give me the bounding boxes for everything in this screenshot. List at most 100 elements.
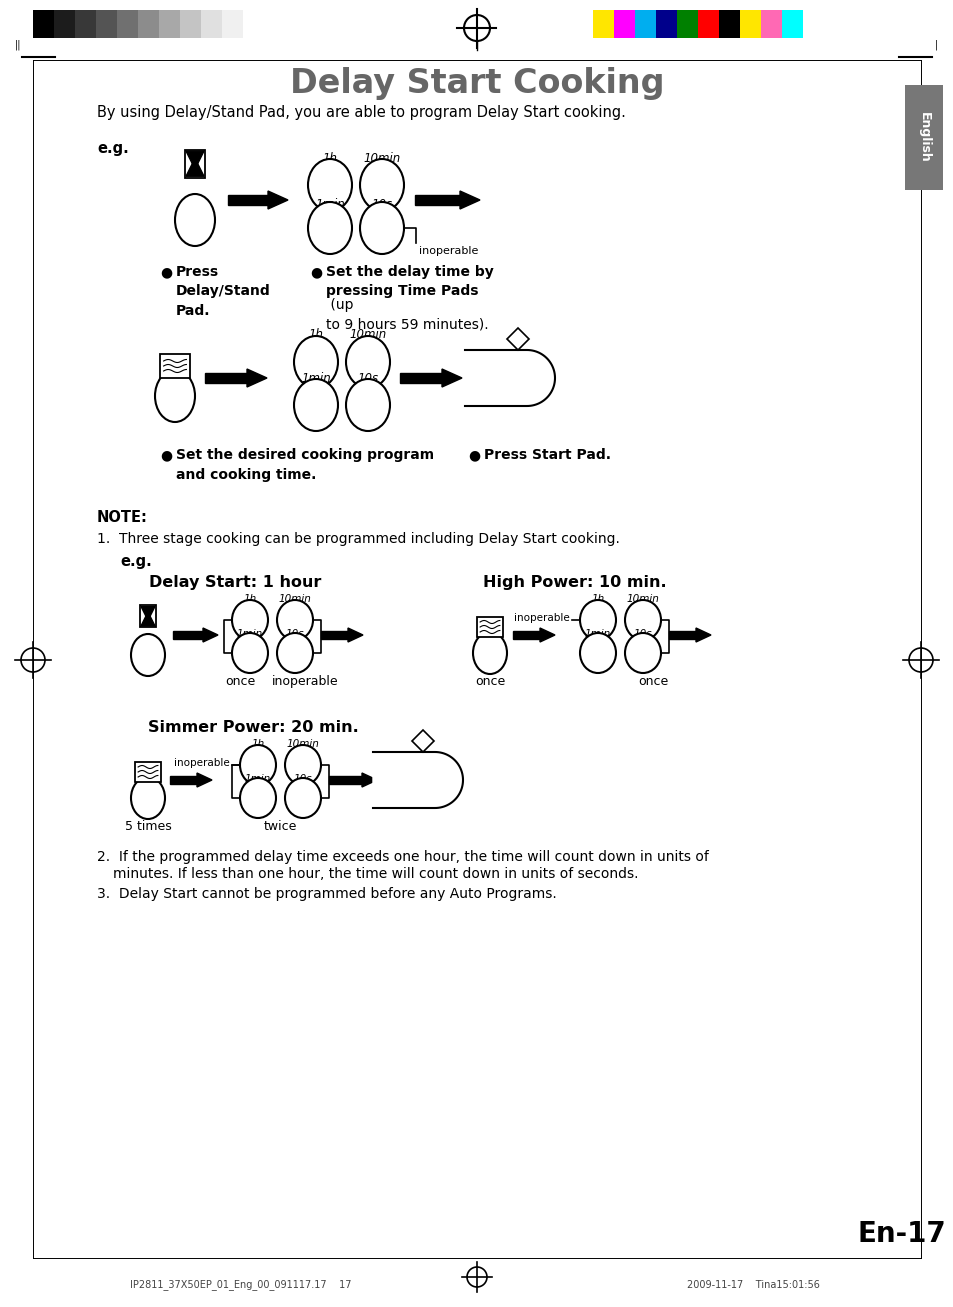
Bar bbox=[140, 605, 155, 627]
Ellipse shape bbox=[285, 778, 320, 818]
Bar bbox=[243, 10, 264, 38]
Ellipse shape bbox=[308, 203, 352, 254]
Bar bbox=[201, 10, 222, 38]
Polygon shape bbox=[203, 627, 218, 642]
Bar bbox=[677, 10, 698, 38]
Ellipse shape bbox=[579, 600, 616, 640]
Text: 1min: 1min bbox=[584, 629, 611, 639]
Polygon shape bbox=[268, 191, 288, 209]
Polygon shape bbox=[399, 372, 441, 383]
Polygon shape bbox=[141, 606, 154, 616]
Ellipse shape bbox=[174, 193, 214, 246]
Polygon shape bbox=[373, 752, 462, 808]
Polygon shape bbox=[172, 631, 203, 639]
Bar bbox=[138, 10, 159, 38]
Text: Delay Start: 1 hour: Delay Start: 1 hour bbox=[149, 575, 321, 589]
Text: High Power: 10 min.: High Power: 10 min. bbox=[482, 575, 666, 589]
Bar bbox=[698, 10, 719, 38]
Text: Press Start Pad.: Press Start Pad. bbox=[483, 448, 610, 461]
Bar bbox=[54, 10, 75, 38]
Text: IP2811_37X50EP_01_Eng_00_091117.17    17: IP2811_37X50EP_01_Eng_00_091117.17 17 bbox=[130, 1280, 351, 1290]
Polygon shape bbox=[186, 163, 204, 176]
Text: 1h: 1h bbox=[322, 152, 337, 165]
Text: ●: ● bbox=[160, 448, 172, 461]
FancyBboxPatch shape bbox=[904, 85, 942, 190]
Text: twice: twice bbox=[263, 819, 296, 833]
Ellipse shape bbox=[359, 159, 403, 210]
Polygon shape bbox=[329, 776, 361, 784]
Text: once: once bbox=[475, 674, 504, 687]
Ellipse shape bbox=[276, 633, 313, 673]
Bar bbox=[75, 10, 96, 38]
Text: 10s: 10s bbox=[357, 372, 378, 386]
Ellipse shape bbox=[473, 633, 506, 674]
Text: 10min: 10min bbox=[278, 593, 311, 604]
Text: 10min: 10min bbox=[626, 593, 659, 604]
Bar bbox=[635, 10, 656, 38]
Bar bbox=[160, 354, 190, 378]
Text: 10s: 10s bbox=[633, 629, 652, 639]
Text: 10min: 10min bbox=[363, 152, 400, 165]
Text: ●: ● bbox=[310, 265, 322, 278]
Ellipse shape bbox=[346, 379, 390, 431]
Text: 1min: 1min bbox=[245, 774, 271, 784]
Text: 1.  Three stage cooking can be programmed including Delay Start cooking.: 1. Three stage cooking can be programmed… bbox=[97, 532, 619, 546]
Text: Press
Delay/Stand
Pad.: Press Delay/Stand Pad. bbox=[175, 265, 271, 318]
Polygon shape bbox=[441, 369, 461, 387]
Text: e.g.: e.g. bbox=[120, 554, 152, 569]
Polygon shape bbox=[247, 369, 267, 387]
Text: ●: ● bbox=[160, 265, 172, 278]
Polygon shape bbox=[141, 616, 154, 626]
Bar bbox=[180, 10, 201, 38]
Ellipse shape bbox=[359, 203, 403, 254]
Bar bbox=[33, 10, 54, 38]
Text: once: once bbox=[225, 674, 254, 687]
Text: English: English bbox=[917, 111, 929, 162]
Ellipse shape bbox=[232, 600, 268, 640]
Text: |: | bbox=[933, 39, 937, 50]
Text: 1h: 1h bbox=[243, 593, 256, 604]
Text: 2.  If the programmed delay time exceeds one hour, the time will count down in u: 2. If the programmed delay time exceeds … bbox=[97, 850, 708, 864]
Text: 1h: 1h bbox=[251, 738, 264, 749]
Text: inoperable: inoperable bbox=[272, 674, 338, 687]
Polygon shape bbox=[459, 191, 479, 209]
Polygon shape bbox=[348, 627, 363, 642]
Polygon shape bbox=[668, 631, 696, 639]
Text: 1h: 1h bbox=[308, 328, 323, 341]
Ellipse shape bbox=[294, 336, 337, 388]
Bar bbox=[476, 617, 502, 637]
Text: Simmer Power: 20 min.: Simmer Power: 20 min. bbox=[148, 720, 358, 735]
Text: 10min: 10min bbox=[349, 328, 386, 341]
Text: En-17: En-17 bbox=[857, 1219, 945, 1248]
Bar bbox=[159, 10, 180, 38]
Ellipse shape bbox=[579, 633, 616, 673]
Bar bbox=[656, 10, 677, 38]
Bar bbox=[222, 10, 243, 38]
Text: 10min: 10min bbox=[286, 738, 319, 749]
Ellipse shape bbox=[276, 600, 313, 640]
Text: Delay Start Cooking: Delay Start Cooking bbox=[290, 67, 663, 99]
Text: 1min: 1min bbox=[301, 372, 331, 386]
Ellipse shape bbox=[308, 159, 352, 210]
Ellipse shape bbox=[240, 778, 275, 818]
Polygon shape bbox=[539, 627, 555, 642]
Text: inoperable: inoperable bbox=[174, 758, 230, 769]
Bar bbox=[593, 10, 614, 38]
Polygon shape bbox=[205, 372, 247, 383]
Text: ●: ● bbox=[468, 448, 479, 461]
Text: minutes. If less than one hour, the time will count down in units of seconds.: minutes. If less than one hour, the time… bbox=[112, 867, 638, 881]
Bar bbox=[185, 150, 205, 178]
Bar bbox=[614, 10, 635, 38]
Polygon shape bbox=[696, 627, 710, 642]
Polygon shape bbox=[361, 772, 376, 787]
Text: 5 times: 5 times bbox=[125, 819, 172, 833]
Polygon shape bbox=[415, 195, 459, 205]
Text: inoperable: inoperable bbox=[514, 613, 569, 623]
Polygon shape bbox=[412, 731, 434, 752]
Text: 1h: 1h bbox=[591, 593, 604, 604]
Text: 3.  Delay Start cannot be programmed before any Auto Programs.: 3. Delay Start cannot be programmed befo… bbox=[97, 887, 557, 901]
Text: ||: || bbox=[14, 39, 21, 50]
Ellipse shape bbox=[285, 745, 320, 786]
Text: 10s: 10s bbox=[371, 197, 392, 210]
Text: Set the desired cooking program
and cooking time.: Set the desired cooking program and cook… bbox=[175, 448, 434, 481]
